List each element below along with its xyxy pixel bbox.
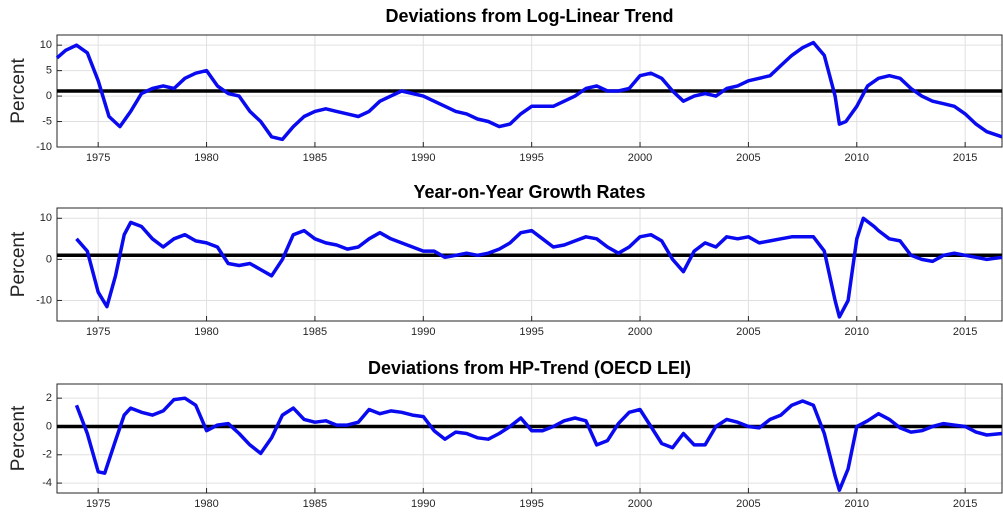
x-tick-label: 2015 [953, 152, 977, 164]
chart-title: Year-on-Year Growth Rates [413, 182, 645, 202]
x-tick-label: 1975 [86, 326, 110, 338]
x-tick-label: 1990 [411, 326, 435, 338]
x-tick-label: 2000 [628, 326, 652, 338]
y-tick-label: -4 [42, 477, 52, 489]
y-tick-label: -2 [42, 449, 52, 461]
y-axis-label: Percent [8, 58, 29, 124]
plot-area [57, 384, 1002, 493]
x-tick-label: 1995 [519, 498, 543, 510]
y-axis-label: Percent [8, 231, 29, 297]
x-tick-label: 2000 [628, 152, 652, 164]
x-tick-label: 2010 [845, 152, 869, 164]
x-tick-label: 2010 [845, 498, 869, 510]
y-tick-label: 2 [46, 392, 52, 404]
x-tick-label: 1995 [519, 326, 543, 338]
y-tick-label: 0 [46, 90, 52, 102]
y-tick-label: 0 [46, 420, 52, 432]
x-tick-label: 1975 [86, 152, 110, 164]
x-tick-label: 1990 [411, 498, 435, 510]
x-tick-label: 2005 [736, 326, 760, 338]
x-tick-label: 2010 [845, 326, 869, 338]
x-tick-label: 2015 [953, 498, 977, 510]
y-tick-label: -10 [36, 294, 52, 306]
y-tick-label: 10 [40, 212, 52, 224]
x-tick-label: 2000 [628, 498, 652, 510]
axes-box [56, 383, 1003, 494]
data-line [55, 40, 1003, 142]
y-tick-label: 5 [46, 65, 52, 77]
x-tick-label: 2005 [736, 152, 760, 164]
chart-title: Deviations from Log-Linear Trend [385, 6, 673, 26]
plot-area [57, 208, 1002, 321]
data-line [75, 216, 1003, 319]
y-axis-label: Percent [8, 405, 29, 471]
x-tick-label: 1975 [86, 498, 110, 510]
chart-title: Deviations from HP-Trend (OECD LEI) [368, 358, 691, 378]
y-tick-label: 10 [40, 39, 52, 51]
x-tick-label: 1985 [303, 152, 327, 164]
y-tick-label: -10 [36, 141, 52, 153]
x-tick-label: 2005 [736, 498, 760, 510]
y-tick-label: -5 [42, 115, 52, 127]
x-tick-label: 2015 [953, 326, 977, 338]
x-tick-label: 1980 [194, 152, 218, 164]
axes-box [56, 207, 1003, 322]
x-tick-label: 1985 [303, 498, 327, 510]
x-tick-label: 1995 [519, 152, 543, 164]
x-tick-label: 1985 [303, 326, 327, 338]
x-tick-label: 1980 [194, 498, 218, 510]
data-line [74, 396, 1003, 492]
x-tick-label: 1980 [194, 326, 218, 338]
x-tick-label: 1990 [411, 152, 435, 164]
y-tick-label: 0 [46, 253, 52, 265]
